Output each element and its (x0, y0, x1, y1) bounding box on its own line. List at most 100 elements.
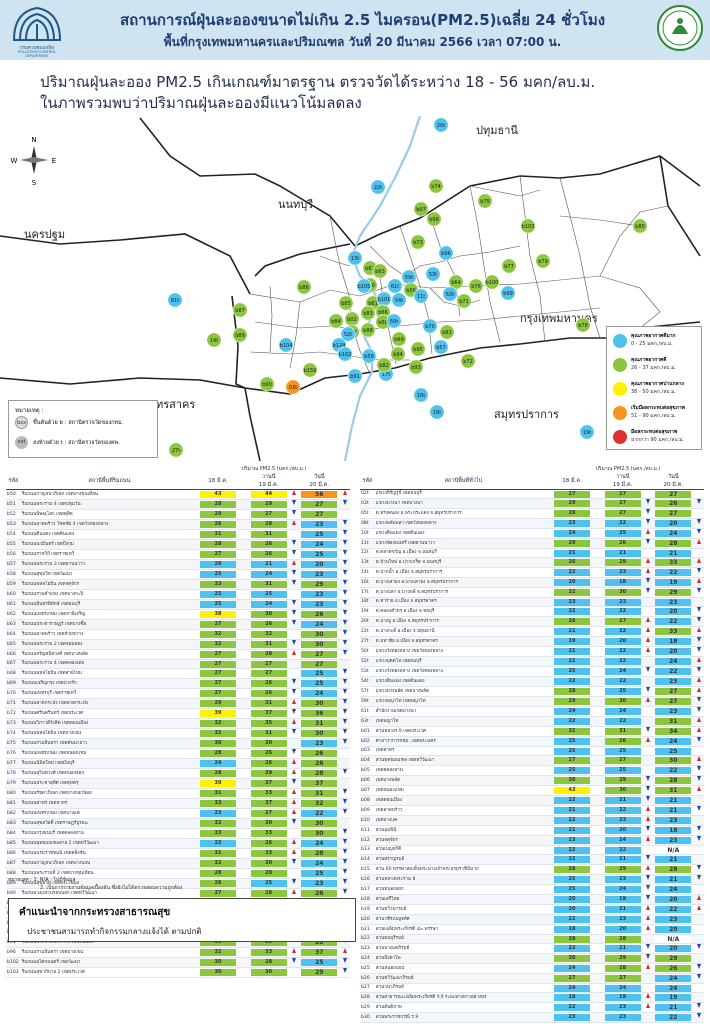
station-marker[interactable]: b89 (232, 327, 248, 343)
station-marker[interactable]: b84 (328, 313, 344, 329)
trend-cell (693, 904, 704, 915)
station-marker[interactable]: b76 (468, 278, 484, 294)
pm-day19: 26 (248, 539, 289, 550)
station-name: ริมถนนกาญจนาภิเษก เขตบางขุนเทียน (20, 489, 198, 500)
station-marker[interactable]: b102 (337, 346, 353, 362)
station-marker[interactable]: b100 (484, 274, 500, 290)
pm-day19: 24 (602, 666, 643, 677)
table-row: b77 ริมถนนนิมิตใหม่ เขตมีนบุรี 24 26 26 (6, 758, 350, 769)
station-marker[interactable]: b87 (232, 302, 248, 318)
trend-down-icon (291, 500, 296, 505)
station-marker[interactable]: 11t (413, 288, 429, 304)
station-marker[interactable]: b104 (278, 337, 294, 353)
station-marker[interactable]: b75 (477, 193, 493, 209)
table-row: b12 สวนจตุจักร 23 24 23 (360, 835, 704, 846)
table-row: b70 ริมถนนเพชรบุรี เขตราชเทวี 27 26 24 (6, 688, 350, 699)
station-marker[interactable]: b83 (360, 305, 376, 321)
station-name: เขตพญาไท (374, 716, 552, 727)
station-marker[interactable]: b74 (428, 178, 444, 194)
station-marker[interactable]: b97 (413, 201, 429, 217)
station-marker[interactable]: 61t (387, 278, 403, 294)
station-marker[interactable]: b94 (390, 346, 406, 362)
station-marker[interactable]: b86 (296, 279, 312, 295)
station-marker[interactable]: b73 (410, 234, 426, 250)
pm-day19-value: 26 (250, 840, 287, 847)
station-marker[interactable]: b103 (520, 218, 536, 234)
station-marker[interactable]: b70 (422, 318, 438, 334)
station-marker[interactable]: 50t (386, 313, 402, 329)
trend-down-icon (696, 1013, 701, 1018)
station-marker[interactable]: b80 (632, 218, 648, 234)
station-marker[interactable]: 53t (425, 266, 441, 282)
station-marker[interactable]: 13t (347, 250, 363, 266)
station-marker[interactable]: 22t (370, 179, 386, 195)
station-marker[interactable]: b95 (410, 341, 426, 357)
table-row: b78 ริมถนนสุวินทวงศ์ เขตหนองจอก 28 29 28 (6, 768, 350, 779)
pm-day18: 18 (552, 992, 593, 1003)
pm-day19-value: 22 (604, 628, 641, 635)
station-marker[interactable]: 19t (579, 424, 595, 440)
station-dot (520, 218, 536, 234)
station-marker[interactable]: b96 (438, 245, 454, 261)
station-marker[interactable]: b64 (448, 274, 464, 290)
pm-day18: 28 (198, 748, 239, 759)
station-marker[interactable]: b90 (259, 376, 275, 392)
table-row: b18 สวนเสรีไทย 20 19 20 (360, 894, 704, 905)
station-marker[interactable]: 03t (285, 379, 301, 395)
pm-day19: 27 (602, 755, 643, 766)
station-marker[interactable]: b79 (535, 253, 551, 269)
station-marker[interactable]: b82 (376, 357, 392, 373)
station-label: b82 (379, 363, 389, 369)
station-marker[interactable]: b88 (360, 322, 376, 338)
legend-label: คุณภาพอากาศปานกลาง (631, 381, 684, 387)
pm-day20-value: 20 (301, 561, 338, 568)
station-marker[interactable]: b98 (426, 211, 442, 227)
station-marker[interactable]: b91 (347, 368, 363, 384)
station-marker[interactable]: b57 (433, 339, 449, 355)
station-marker[interactable]: 59t (401, 269, 417, 285)
station-marker[interactable]: b93 (408, 359, 424, 375)
station-code: b15 (360, 864, 375, 875)
trend-cell (339, 659, 350, 669)
pm-day20: 30 (299, 698, 340, 709)
station-marker[interactable]: 63t (442, 286, 458, 302)
advice-title: คำแนะนำจากกระทรวงสาธารณสุข (19, 907, 171, 918)
station-marker[interactable]: b72 (460, 353, 476, 369)
station-marker[interactable]: 20t (433, 117, 449, 133)
station-marker[interactable]: b63 (372, 263, 388, 279)
trend-cell (693, 577, 704, 588)
station-name: ต.ท่าราย อ.เมือง จ.สมุทรสาคร (374, 597, 552, 607)
pm-day20: 36 (299, 708, 340, 719)
legend-dot-icon (613, 358, 627, 372)
station-marker[interactable]: b85 (338, 295, 354, 311)
pm-day18-value: 26 (554, 559, 591, 566)
station-name: สวนธนบุรีรมย์ (374, 934, 552, 944)
station-marker[interactable]: b99 (500, 285, 516, 301)
station-marker[interactable]: b78 (575, 317, 591, 333)
pm-day18-value: 22 (554, 658, 591, 665)
station-marker[interactable]: b77 (501, 258, 517, 274)
table-row: 57t แขวงบางพลัด เขตบางพลัด 28 25 27 (360, 686, 704, 697)
pm-day19-value: 35 (250, 720, 287, 727)
station-marker[interactable]: b58 (361, 348, 377, 364)
station-marker[interactable]: b81 (439, 324, 455, 340)
station-marker[interactable]: b69 (391, 331, 407, 347)
pm-day20-value: 23 (655, 708, 692, 715)
station-marker[interactable]: b105 (356, 278, 372, 294)
trend-down-icon (696, 865, 701, 870)
station-marker[interactable]: 81t (167, 292, 183, 308)
station-marker[interactable]: 16t (413, 387, 429, 403)
station-marker[interactable]: 54t (391, 292, 407, 308)
station-marker[interactable]: 52t (340, 326, 356, 342)
station-marker[interactable]: b159 (302, 362, 318, 378)
station-marker[interactable]: b71 (456, 293, 472, 309)
station-marker[interactable]: b02 (344, 311, 360, 327)
station-code: 27t (360, 636, 375, 647)
station-marker[interactable]: 14t (206, 332, 222, 348)
station-marker[interactable]: b101 (376, 291, 392, 307)
station-marker[interactable]: 27t (168, 442, 184, 458)
trend-cell (693, 626, 704, 637)
pm-day20-value: N/A (655, 935, 692, 943)
station-code: b78 (6, 768, 21, 779)
station-marker[interactable]: 18t (429, 404, 445, 420)
